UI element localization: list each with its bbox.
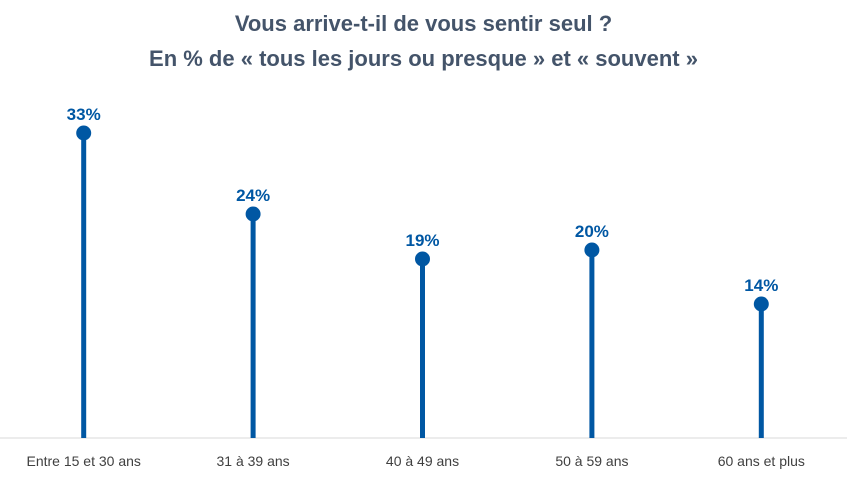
data-label: 20%: [575, 222, 609, 241]
chart-title: Vous arrive-t-il de vous sentir seul ?: [234, 11, 613, 36]
lollipop-markers: [76, 125, 769, 312]
category-label: 60 ans et plus: [718, 453, 805, 469]
category-label: 40 à 49 ans: [386, 453, 459, 469]
category-labels: Entre 15 et 30 ans 31 à 39 ans 40 à 49 ans…: [26, 453, 804, 469]
chart-subtitle: En % de « tous les jours ou presque » et…: [149, 46, 698, 71]
lollipop-marker: [584, 242, 600, 258]
lollipop-marker: [245, 206, 261, 222]
category-label: 50 à 59 ans: [555, 453, 628, 469]
lollipop-marker: [753, 296, 769, 312]
data-label: 33%: [67, 105, 101, 124]
category-label: 31 à 39 ans: [217, 453, 290, 469]
lollipop-marker: [76, 125, 92, 141]
data-label: 24%: [236, 186, 270, 205]
data-label: 14%: [744, 276, 778, 295]
category-label: Entre 15 et 30 ans: [26, 453, 140, 469]
data-label: 19%: [405, 231, 439, 250]
lollipop-stems: [81, 133, 764, 438]
lollipop-marker: [415, 251, 430, 267]
data-labels: 33% 24% 19% 20% 14%: [67, 105, 779, 295]
